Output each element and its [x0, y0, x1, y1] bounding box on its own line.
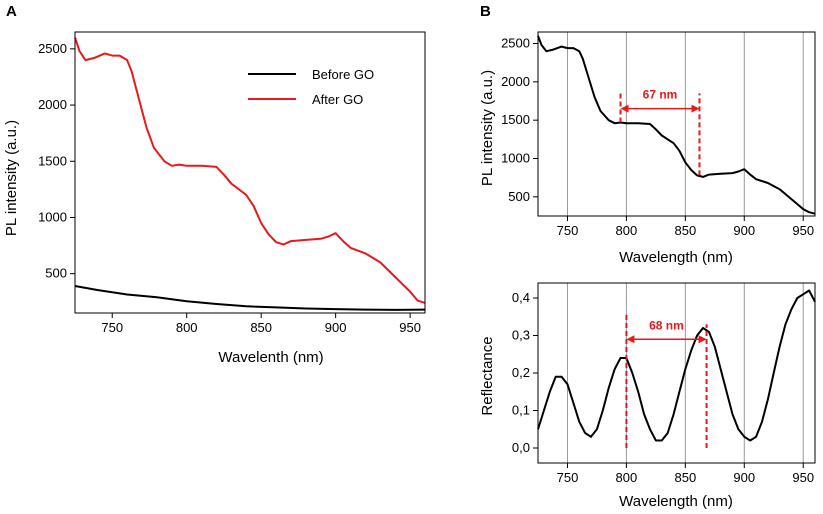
y-tick-label-b-top-3: 2000	[501, 74, 530, 89]
y-tick-label-b-bottom-3: 0,3	[512, 328, 530, 343]
y-axis-label-b-top: PL intensity (a.u.)	[479, 70, 496, 186]
annotation-arrowhead-left-b-top	[620, 104, 629, 113]
x-tick-label-a-950: 950	[399, 320, 421, 335]
legend-label-after-go: After GO	[312, 92, 363, 107]
y-tick-label-b-bottom-2: 0,2	[512, 365, 530, 380]
y-tick-label-b-top-0: 500	[508, 189, 530, 204]
plot-frame-a	[74, 31, 426, 314]
panel-b-bottom: 750 800 850 900 950 0,0 0,1 0,2 0,3 0,4 Wavelengt…	[479, 282, 816, 510]
y-axis-label-b-bottom: Reflectance	[479, 336, 496, 415]
plot-area-b-top: 750 800 850 900 950 500 1000 1500 2000 2500	[501, 31, 816, 238]
legend-a: Before GO After GO	[248, 67, 374, 107]
series-line-b-top-pl	[537, 35, 816, 215]
x-tick-label-b-top-750: 750	[557, 223, 579, 238]
x-tick-label-b-bottom-800: 800	[616, 470, 638, 485]
y-tick-label-a-3: 2000	[38, 97, 67, 112]
y-tick-label-a-4: 2500	[38, 41, 67, 56]
y-tick-label-a-0: 500	[45, 266, 67, 281]
y-tick-label-a-1: 1000	[38, 209, 67, 224]
x-tick-label-a-750: 750	[101, 320, 123, 335]
plot-area-a: 750 800 850 900 950 500 1000 1500 2000 2500	[38, 31, 426, 335]
panel-a: A 750 800 850 900 950 500 1000 1500 2000 2500 Wav…	[3, 3, 426, 366]
x-tick-label-b-bottom-950: 950	[792, 470, 814, 485]
y-axis-label-a: PL intensity (a.u.)	[3, 120, 20, 236]
annotation-68nm: 68 nm	[649, 318, 684, 332]
panel-b-top: B 750 800 850 900 950 500 1000 1500 2000 2500 Wav…	[479, 3, 816, 266]
y-tick-label-b-bottom-4: 0,4	[512, 290, 530, 305]
annotation-arrowhead-right-b-bottom	[698, 335, 707, 344]
annotation-arrowhead-right-b-top	[691, 104, 700, 113]
plot-frame-b-top	[537, 31, 816, 217]
x-tick-label-b-bottom-750: 750	[557, 470, 579, 485]
panel-label-b: B	[480, 3, 491, 20]
x-tick-label-b-top-900: 900	[733, 223, 755, 238]
y-tick-label-b-top-4: 2500	[501, 36, 530, 51]
y-tick-label-b-top-1: 1000	[501, 151, 530, 166]
y-tick-label-a-2: 1500	[38, 153, 67, 168]
legend-label-before-go: Before GO	[312, 67, 374, 82]
x-axis-label-a: Wavelenth (nm)	[218, 349, 323, 366]
plot-area-b-bottom: 750 800 850 900 950 0,0 0,1 0,2 0,3 0,4	[512, 282, 816, 485]
y-tick-label-b-bottom-0: 0,0	[512, 440, 530, 455]
annotation-67nm: 67 nm	[643, 88, 678, 102]
x-tick-label-b-top-850: 850	[674, 223, 696, 238]
series-line-a-before-go	[74, 285, 426, 311]
x-tick-label-b-bottom-850: 850	[674, 470, 696, 485]
x-tick-label-a-800: 800	[176, 320, 198, 335]
x-tick-label-a-850: 850	[250, 320, 272, 335]
series-line-a-after-go	[74, 37, 426, 304]
y-tick-label-b-bottom-1: 0,1	[512, 403, 530, 418]
x-tick-label-b-bottom-900: 900	[733, 470, 755, 485]
x-tick-label-b-top-950: 950	[792, 223, 814, 238]
y-tick-label-b-top-2: 1500	[501, 112, 530, 127]
x-axis-label-b-bottom: Wavelength (nm)	[619, 493, 733, 510]
annotation-arrowhead-left-b-bottom	[626, 335, 635, 344]
x-tick-label-a-900: 900	[325, 320, 347, 335]
x-axis-label-b-top: Wavelength (nm)	[619, 249, 733, 266]
panel-label-a: A	[6, 3, 17, 20]
x-tick-label-b-top-800: 800	[616, 223, 638, 238]
series-line-b-bottom-reflectance	[537, 289, 816, 442]
